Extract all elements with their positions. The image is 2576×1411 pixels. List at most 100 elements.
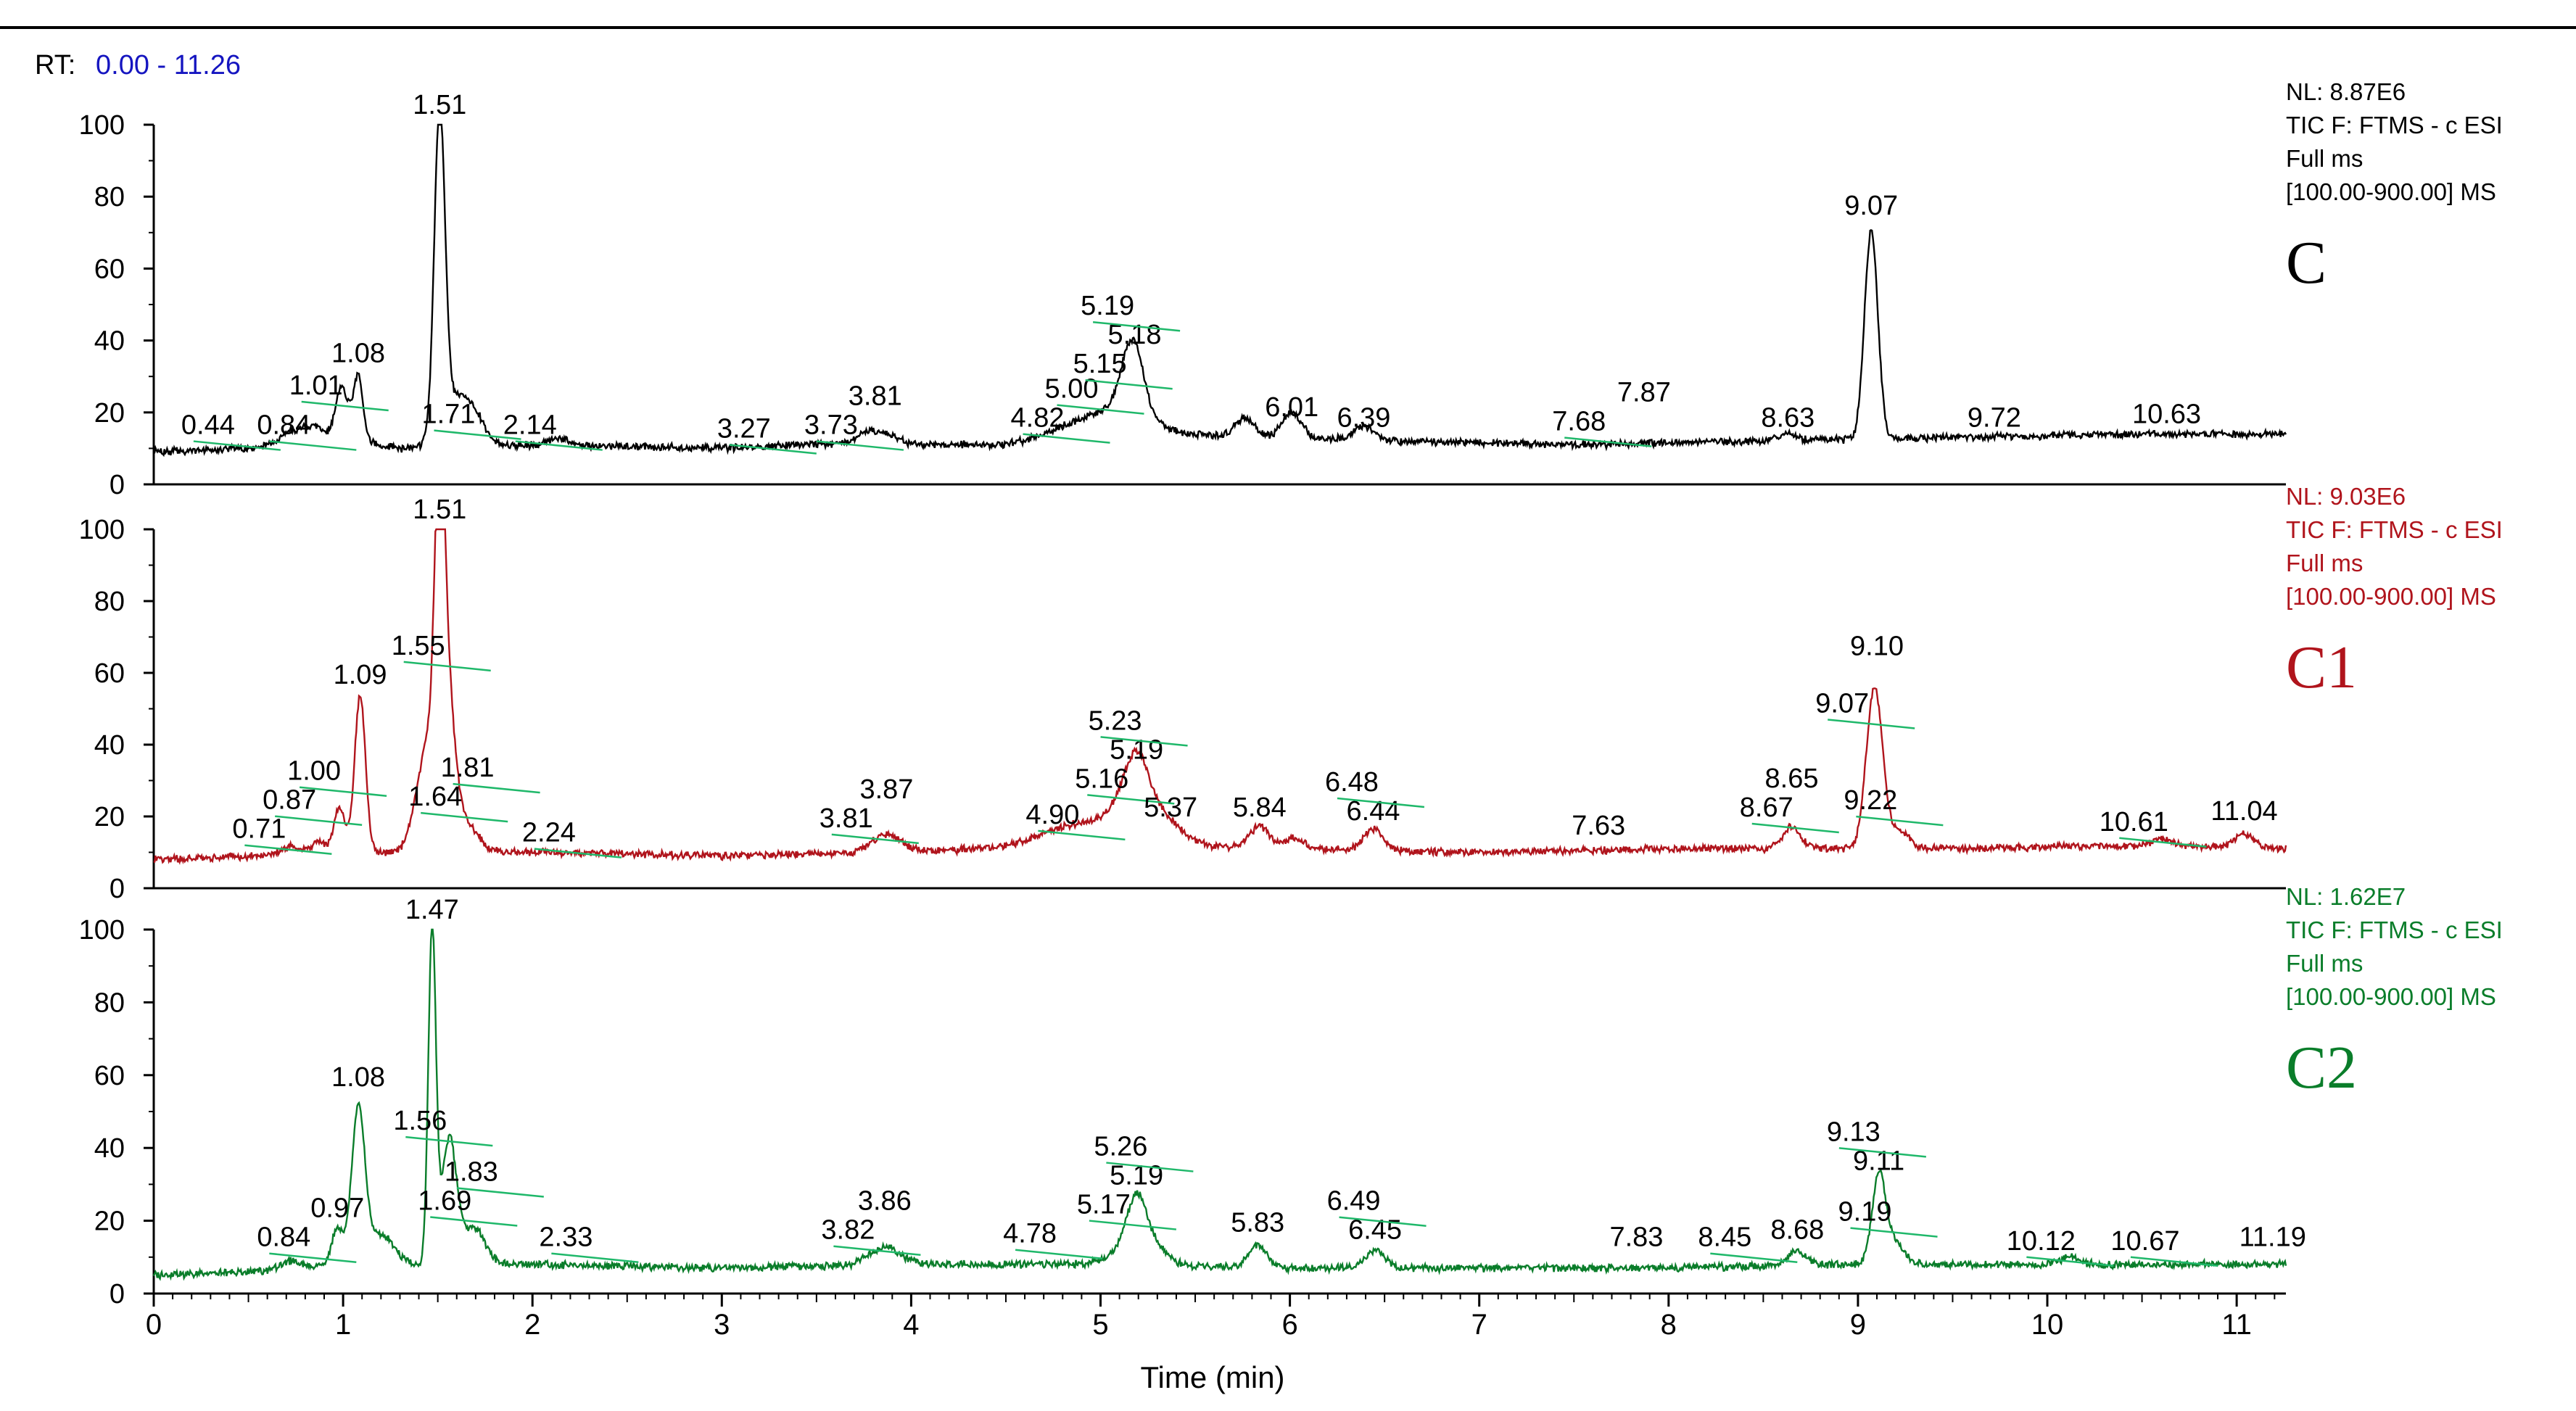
x-tick-label: 3 [714,1309,730,1341]
peak-label: 3.87 [859,774,913,805]
y-tick-label: 40 [94,1133,125,1164]
peak-label: 10.67 [2110,1226,2179,1257]
sample-tag: C1 [2286,634,2357,701]
peak-label: 5.26 [1094,1132,1147,1162]
y-tick-label: 80 [94,988,125,1018]
peak-label: 1.08 [331,1062,385,1093]
peak-label: 8.65 [1765,764,1819,794]
peak-label: 1.71 [421,400,475,430]
y-tick-label: 20 [94,1207,125,1237]
peak-label: 4.90 [1025,800,1079,830]
y-tick-label: 0 [110,874,125,904]
peak-leader [1856,815,1944,827]
trace-C2 [152,928,2287,1281]
peak-label: 5.17 [1077,1190,1131,1220]
peak-label: 4.82 [1011,403,1065,434]
y-tick-label: 100 [79,515,125,545]
x-tick-label: 7 [1471,1309,1487,1341]
y-tick-label: 0 [110,470,125,500]
tic-label: TIC F: FTMS - c ESI [2286,516,2503,543]
peak-leader [1092,320,1181,332]
peak-leader [453,782,540,794]
peak-label: 7.87 [1617,378,1671,408]
peak-label: 0.97 [310,1193,364,1224]
peak-label: 10.63 [2132,400,2201,430]
peak-leader [275,815,363,826]
peak-label: 5.83 [1231,1208,1284,1238]
peak-label: 5.37 [1144,793,1197,823]
peak-leader [421,811,508,823]
peak-label: 9.19 [1838,1197,1892,1228]
peak-label: 5.15 [1073,349,1127,379]
peak-label: 1.83 [445,1157,498,1188]
sample-tag: C [2286,229,2327,297]
x-tick-label: 5 [1092,1309,1108,1341]
peak-label: 1.69 [418,1186,471,1217]
peak-leader [1337,797,1425,808]
peak-leader [244,844,332,855]
y-tick-label: 100 [79,915,125,946]
peak-label: 3.81 [849,381,902,412]
peak-label: 11.19 [2239,1222,2306,1253]
tic-label: TIC F: FTMS - c ESI [2286,916,2503,943]
peak-leader [1106,1162,1194,1172]
peak-label: 1.47 [405,895,459,925]
peak-leader [301,400,389,412]
peak-label: 1.51 [413,90,466,120]
peak-label: 0.87 [263,785,316,816]
x-tick-label: 4 [903,1309,919,1341]
peak-label: 3.27 [717,414,771,444]
peak-label: 4.78 [1003,1219,1057,1249]
peak-leader [1564,436,1652,447]
rt-range: 0.00 - 11.26 [96,50,241,80]
peak-leader [534,848,622,858]
scan-mode: Full ms [2286,550,2363,576]
panel-C: 0 20 40 60 80 100 0.44 0.84 1.011.08 1.51 1.71 2.14… [79,78,2503,500]
x-tick-label: 2 [524,1309,540,1341]
peak-leader [2130,1256,2218,1267]
peak-label: 9.07 [1844,191,1898,221]
x-axis: 0 1 2 3 4 5 6 7 8 9 10 11 [146,1294,2276,1341]
nl-value: NL: 9.03E6 [2286,483,2406,510]
mass-range: [100.00-900.00] MS [2286,583,2496,610]
trace-C [152,123,2287,458]
y-tick-label: 80 [94,182,125,212]
peak-label: 9.10 [1850,631,1904,661]
peak-label: 1.01 [289,371,343,401]
peak-label: 9.07 [1815,688,1869,719]
peak-leader [1057,404,1144,415]
peak-label: 1.81 [441,753,495,783]
peak-leader [1089,1220,1177,1230]
peak-label: 9.13 [1827,1117,1881,1147]
peak-leader [269,440,357,451]
scan-mode: Full ms [2286,145,2363,172]
peak-label: 7.83 [1609,1222,1663,1253]
peak-label: 8.68 [1770,1215,1824,1246]
peak-leader [515,440,603,451]
peak-leader [269,1252,357,1263]
peak-label: 5.00 [1045,374,1099,405]
peak-label: 6.48 [1325,767,1379,798]
y-tick-label: 60 [94,254,125,284]
peak-leader [833,1245,921,1256]
peak-label: 11.04 [2210,796,2277,827]
peak-label: 5.84 [1233,793,1287,823]
y-tick-label: 40 [94,730,125,761]
peak-label: 7.68 [1552,407,1606,437]
x-tick-label: 0 [146,1309,162,1341]
peak-leader [1038,829,1126,841]
peak-leader [1751,822,1839,834]
panel-C2: 0 20 40 60 80 100 0.840.97 1.08 1.47 1.56 1.691.83… [79,883,2503,1309]
peak-leader [456,1187,544,1198]
panel-C1: 0 20 40 60 80 100 0.710.871.00 1.09 1.51 1.55 1.64… [79,483,2503,904]
trace-C1 [153,528,2287,866]
peak-leader [1710,1252,1798,1263]
peak-leader [1339,1216,1427,1227]
peak-label: 2.33 [539,1222,593,1253]
peak-label: 10.12 [2007,1226,2076,1257]
peak-leader [403,661,491,672]
peak-label: 10.61 [2100,807,2168,837]
rt-label: RT: [35,50,75,80]
peak-label: 5.23 [1089,706,1142,736]
